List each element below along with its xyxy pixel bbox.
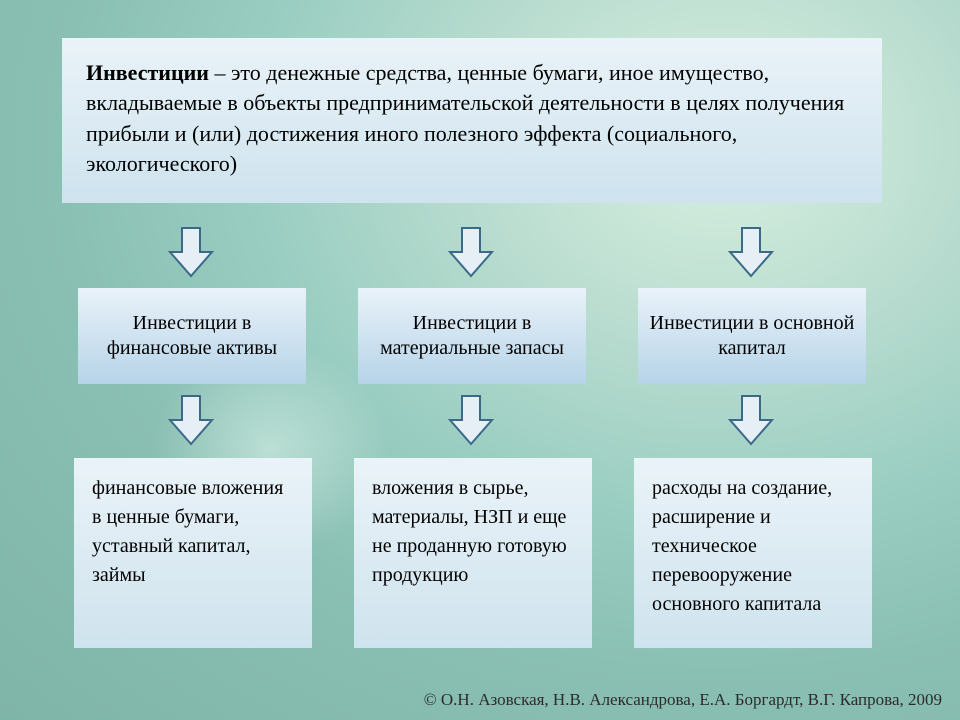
- arrow-down-icon: [728, 394, 774, 446]
- description-text: расходы на создание, расширение и технич…: [652, 477, 832, 615]
- description-box: финансовые вложения в ценные бумаги, уст…: [74, 458, 312, 648]
- category-label: Инвестиции в материальные запасы: [368, 311, 576, 361]
- definition-term: Инвестиции: [86, 60, 209, 85]
- category-label: Инвестиции в финансовые активы: [88, 311, 296, 361]
- definition-box: Инвестиции – это денежные средства, ценн…: [62, 38, 882, 203]
- definition-separator: –: [209, 60, 231, 85]
- copyright-text: © О.Н. Азовская, Н.В. Александрова, Е.А.…: [424, 690, 942, 710]
- description-text: финансовые вложения в ценные бумаги, уст…: [92, 477, 283, 586]
- description-box: вложения в сырье, материалы, НЗП и еще н…: [354, 458, 592, 648]
- description-text: вложения в сырье, материалы, НЗП и еще н…: [372, 477, 567, 586]
- category-box: Инвестиции в основной капитал: [638, 288, 866, 384]
- category-label: Инвестиции в основной капитал: [648, 311, 856, 361]
- arrow-down-icon: [448, 394, 494, 446]
- arrow-down-icon: [448, 226, 494, 278]
- category-box: Инвестиции в материальные запасы: [358, 288, 586, 384]
- arrow-down-icon: [168, 226, 214, 278]
- arrow-down-icon: [728, 226, 774, 278]
- arrow-down-icon: [168, 394, 214, 446]
- category-box: Инвестиции в финансовые активы: [78, 288, 306, 384]
- description-box: расходы на создание, расширение и технич…: [634, 458, 872, 648]
